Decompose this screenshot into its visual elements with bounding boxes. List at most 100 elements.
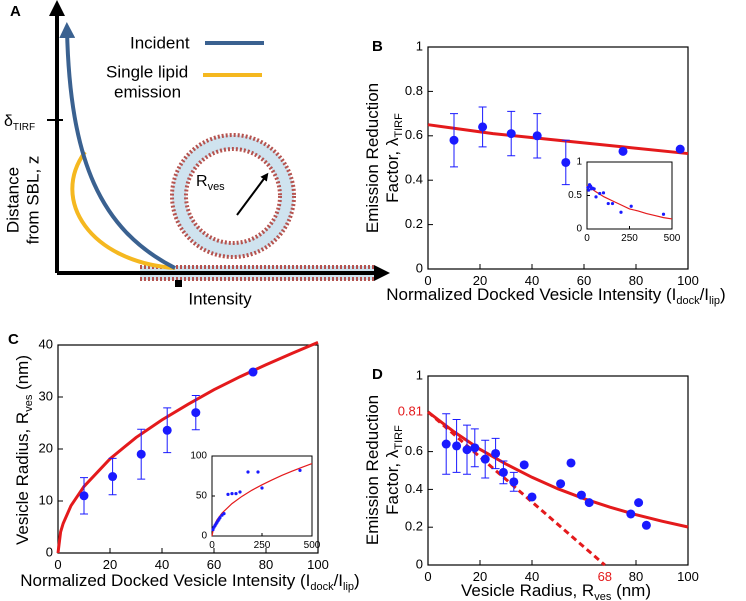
y-tick-label: 0.6 xyxy=(405,443,423,458)
y-axis-label: Factor, λTIRF xyxy=(383,113,404,203)
data-point xyxy=(618,146,628,156)
data-point xyxy=(556,479,566,489)
y-tick-label: 1 xyxy=(416,367,423,382)
panel-letter: A xyxy=(10,3,21,20)
y-tick-label: 0.8 xyxy=(405,83,423,98)
data-point xyxy=(634,498,644,508)
x-axis-label: Vesicle Radius, Rves (nm) xyxy=(461,581,651,601)
label-text: Normalized Docked Vesicle Intensity (I xyxy=(20,571,310,590)
x-tick-label: 40 xyxy=(525,569,539,584)
data-point xyxy=(606,201,610,206)
label-subscript: TIRF xyxy=(393,113,405,138)
y-tick-label: 0 xyxy=(416,556,423,571)
data-point xyxy=(298,468,302,472)
label-text: Emission Reduction xyxy=(363,395,382,545)
x-tick-label: 0 xyxy=(209,540,215,551)
x-tick-label: 80 xyxy=(259,557,273,572)
label-subscript: dock xyxy=(310,581,334,593)
delta-label: δTIRF xyxy=(4,113,35,132)
delta-text: δ xyxy=(4,113,13,130)
data-point xyxy=(462,445,472,455)
data-point xyxy=(592,187,596,191)
fit-line xyxy=(427,123,689,156)
y-tick-label: 30 xyxy=(39,388,53,403)
annotation: 0.81 xyxy=(398,403,423,418)
vesicle-inner xyxy=(184,147,282,245)
data-point xyxy=(601,191,606,195)
z-label: Distance xyxy=(3,167,22,233)
data-point xyxy=(234,492,238,496)
label-text: (nm) xyxy=(611,581,651,600)
radius-text: R xyxy=(196,173,208,190)
data-point xyxy=(675,144,685,154)
data-point xyxy=(576,490,586,500)
radius-sub: ves xyxy=(208,181,226,193)
x-tick-label: 0 xyxy=(424,273,431,288)
data-point xyxy=(561,157,571,167)
y-axis-label: Emission Reduction xyxy=(363,395,382,545)
data-point xyxy=(532,131,542,141)
x-tick-label: 20 xyxy=(473,273,487,288)
data-point xyxy=(222,511,226,516)
delta-sub: TIRF xyxy=(13,122,35,133)
x-tick-label: 40 xyxy=(525,273,539,288)
fit-line xyxy=(586,184,673,220)
data-point xyxy=(587,188,591,192)
y-tick-label: 0.4 xyxy=(405,172,423,187)
y-tick-label: 0.5 xyxy=(568,190,582,201)
data-point xyxy=(598,191,602,196)
label-text: /I xyxy=(334,571,343,590)
x-tick-label: 0 xyxy=(54,557,61,572)
x-tick-label: 0 xyxy=(424,569,431,584)
label-subscript: dock xyxy=(676,295,700,307)
y-tick-label: 40 xyxy=(39,336,53,351)
data-point xyxy=(610,201,615,206)
label-subscript: lip xyxy=(709,295,720,307)
label-text: /I xyxy=(700,285,709,304)
x-tick-label: 60 xyxy=(207,557,221,572)
legend-label: Single lipid xyxy=(106,62,188,81)
label-text: Factor, λ xyxy=(383,449,402,515)
data-point xyxy=(519,460,529,470)
y-tick-label: 50 xyxy=(196,491,208,502)
plot-frame xyxy=(427,375,689,566)
y-axis-label: Factor, λTIRF xyxy=(383,425,404,515)
data-point xyxy=(248,367,258,377)
label-text: ) xyxy=(354,571,360,590)
y-tick-label: 10 xyxy=(39,492,53,507)
data-point xyxy=(79,491,89,501)
x-tick-label: 250 xyxy=(254,540,271,551)
x-tick-label: 60 xyxy=(577,273,591,288)
y-tick-label: 0 xyxy=(576,224,582,235)
data-point xyxy=(452,441,462,451)
data-point xyxy=(588,184,593,188)
vesicle-outer xyxy=(170,133,296,259)
y-tick-label: 0 xyxy=(201,531,207,542)
panel-letter: C xyxy=(8,331,19,348)
data-point xyxy=(661,212,666,216)
plot-frame xyxy=(427,46,689,270)
data-point xyxy=(619,210,623,214)
y-tick-label: 0.2 xyxy=(405,519,423,534)
x-tick-label: 80 xyxy=(629,569,643,584)
data-point xyxy=(449,135,459,145)
x-tick-label: 20 xyxy=(103,557,117,572)
x-tick-label: 80 xyxy=(629,273,643,288)
panel-letter: D xyxy=(372,366,383,383)
label-subscript: TIRF xyxy=(393,425,405,450)
label-subscript: ves xyxy=(23,394,35,412)
data-point xyxy=(260,486,264,490)
incident-curve xyxy=(59,22,176,270)
fit-line xyxy=(427,410,689,529)
data-point xyxy=(506,129,516,139)
data-point xyxy=(586,185,590,190)
data-point xyxy=(226,492,230,496)
y-tick-label: 0.6 xyxy=(405,127,423,142)
vesicle xyxy=(172,135,294,257)
radius-arrow xyxy=(236,172,269,216)
data-point xyxy=(211,528,215,532)
label-text: Emission Reduction xyxy=(363,83,382,233)
data-point xyxy=(470,443,480,453)
x-tick-label: 0 xyxy=(584,233,590,244)
